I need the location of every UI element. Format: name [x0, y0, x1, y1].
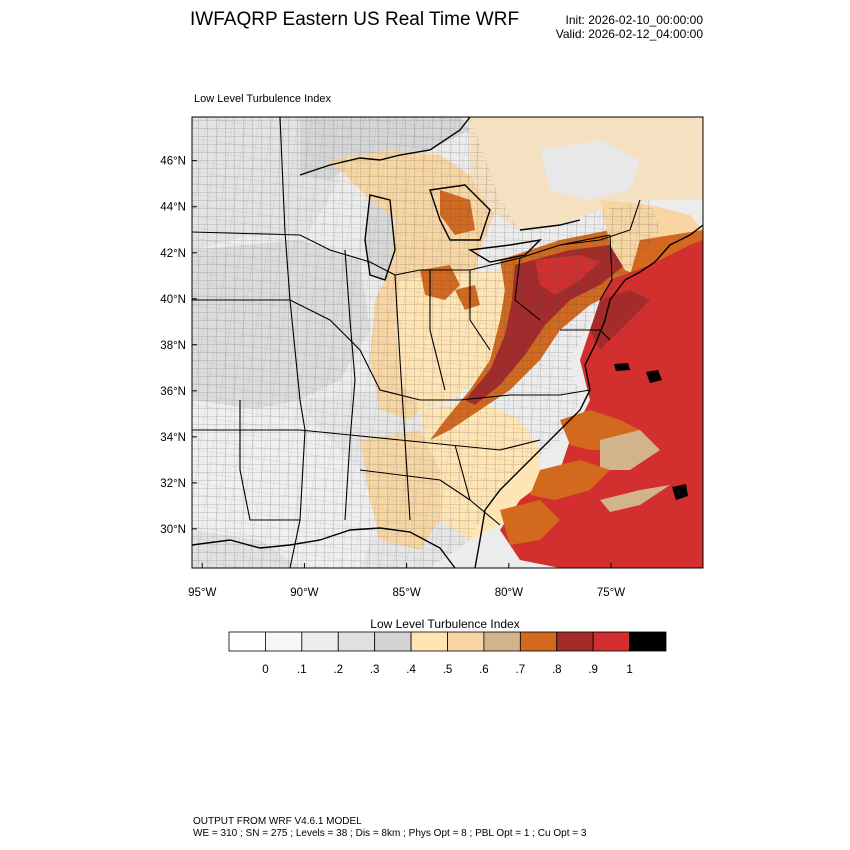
- lat-tick-label: 34°N: [160, 432, 186, 444]
- colorbar-label: .7: [516, 664, 526, 676]
- gulf-stream-tan: [600, 430, 660, 470]
- lat-tick-label: 46°N: [160, 156, 186, 168]
- colorbar-label: .6: [479, 664, 489, 676]
- lon-tick-label: 80°W: [495, 587, 523, 599]
- georgia-offshore-orange: [500, 500, 560, 545]
- county-lines-secondary: [192, 117, 660, 568]
- map-field: [192, 117, 703, 568]
- colorbar-label: 0: [262, 664, 268, 676]
- map-title: IWFAQRP Eastern US Real Time WRF: [190, 9, 520, 30]
- colorbar-swatch: [228, 631, 266, 652]
- lat-tick-label: 44°N: [160, 202, 186, 214]
- colorbar-swatch: [374, 631, 412, 652]
- colorbar-swatch: [447, 631, 485, 652]
- lon-tick-label: 90°W: [290, 587, 318, 599]
- colorbar-swatch: [410, 631, 448, 652]
- field-label: Low Level Turbulence Index: [194, 93, 331, 105]
- peak-patch-2: [646, 370, 662, 383]
- southeast-offshore-plume: [530, 460, 610, 500]
- colorbar-label: .5: [443, 664, 453, 676]
- colorbar-label: 1: [626, 664, 632, 676]
- lon-tick-label: 95°W: [188, 587, 216, 599]
- peak-patch-1: [614, 363, 630, 371]
- lon-tick-label: 85°W: [392, 587, 420, 599]
- colorbar-swatch: [265, 631, 303, 652]
- colorbar-title: Low Level Turbulence Index: [370, 617, 520, 631]
- lat-tick-label: 42°N: [160, 248, 186, 260]
- colorbar-label: .4: [406, 664, 416, 676]
- colorbar: 0 .1 .2 .3 .4 .5 .6 .7 .8 .9 1: [228, 631, 667, 676]
- footer-model-line: OUTPUT FROM WRF V4.6.1 MODEL: [193, 816, 362, 827]
- colorbar-swatch: [592, 631, 630, 652]
- lon-tick-label: 75°W: [597, 587, 625, 599]
- longitude-axis: 95°W 90°W 85°W 80°W 75°W: [188, 563, 625, 599]
- colorbar-swatch: [629, 631, 667, 652]
- state-boundaries: [192, 117, 641, 568]
- colorbar-label: .2: [333, 664, 343, 676]
- lat-tick-label: 32°N: [160, 478, 186, 490]
- colorbar-label: .8: [552, 664, 562, 676]
- lat-tick-label: 40°N: [160, 294, 186, 306]
- coastlines: [192, 117, 703, 568]
- colorbar-swatch: [337, 631, 376, 652]
- colorbar-swatch: [483, 631, 521, 652]
- colorbar-label: .9: [588, 664, 598, 676]
- footer-config-line: WE = 310 ; SN = 275 ; Levels = 38 ; Dis …: [193, 828, 587, 839]
- lat-tick-label: 30°N: [160, 524, 186, 536]
- valid-time-label: Valid: 2026-02-12_04:00:00: [555, 27, 703, 41]
- colorbar-label: .1: [297, 664, 307, 676]
- colorbar-swatch: [519, 631, 558, 652]
- init-time-label: Init: 2026-02-10_00:00:00: [565, 13, 703, 27]
- lat-tick-label: 36°N: [160, 386, 186, 398]
- quebec-gray: [540, 140, 640, 200]
- colorbar-swatch: [556, 631, 594, 652]
- colorbar-label: .3: [370, 664, 380, 676]
- colorbar-swatch: [301, 631, 339, 652]
- latitude-axis: 46°N 44°N 42°N 40°N 38°N 36°N 34°N 32°N 30°N: [160, 156, 197, 536]
- offshore-streak: [600, 485, 670, 512]
- map-frame: [191, 116, 704, 569]
- peak-patch-3: [672, 484, 688, 500]
- lat-tick-label: 38°N: [160, 340, 186, 352]
